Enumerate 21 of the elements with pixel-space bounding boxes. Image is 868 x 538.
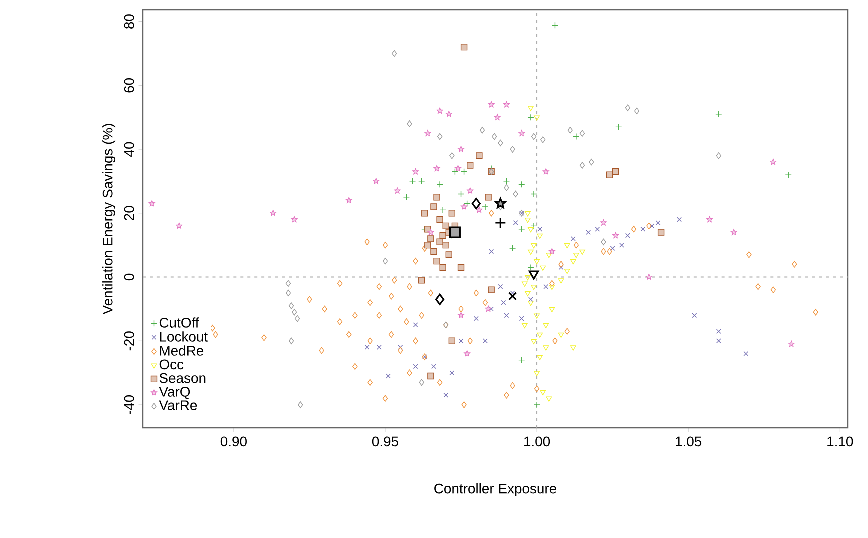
legend-label: Occ — [160, 360, 184, 370]
y-tick-label: -40 — [124, 395, 134, 414]
legend-label: Season — [160, 373, 206, 384]
x-tick-label: 0.95 — [372, 436, 398, 447]
y-tick-label: 80 — [124, 14, 134, 29]
x-tick-label: 1.10 — [828, 436, 854, 447]
legend-label: Lockout — [160, 332, 208, 342]
y-tick-label: 60 — [124, 78, 134, 93]
legend-label: CutOff — [160, 318, 200, 328]
y-tick-label: 0 — [124, 274, 134, 281]
legend-label: VarRe — [159, 400, 198, 410]
legend-label: VarQ — [159, 387, 190, 400]
x-axis-title: Controller Exposure — [434, 483, 556, 496]
x-tick-label: 0.90 — [220, 436, 247, 447]
x-tick-label: 1.05 — [676, 436, 702, 447]
y-tick-label: 20 — [124, 206, 134, 220]
y-axis-title: Ventilation Energy Savings (%) — [102, 124, 116, 315]
legend-label: MedRe — [160, 346, 204, 356]
y-tick-label: 40 — [124, 142, 134, 157]
x-tick-label: 1.00 — [524, 436, 550, 447]
y-tick-label: -20 — [124, 332, 134, 351]
